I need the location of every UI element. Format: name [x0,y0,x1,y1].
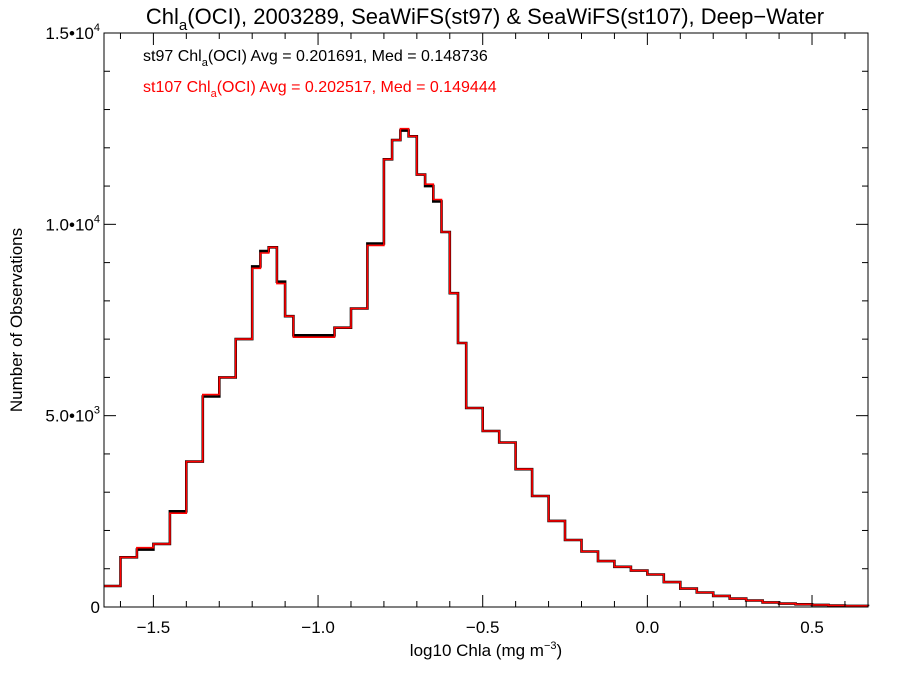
x-tick-label: −0.5 [466,618,500,637]
x-tick-label: −1.0 [301,618,335,637]
x-tick-label: 0.5 [800,618,824,637]
legend-entry-st97: st97 Chla(OCI) Avg = 0.201691, Med = 0.1… [143,48,488,69]
series-layer [104,127,870,608]
y-tick-label: 1.5•104 [45,22,100,43]
legend-entry-st107: st107 Chla(OCI) Avg = 0.202517, Med = 0.… [143,79,497,100]
x-tick-label: 0.0 [636,618,660,637]
series-line-st97 [104,129,870,608]
legend: st97 Chla(OCI) Avg = 0.201691, Med = 0.1… [143,48,497,100]
y-tick-label: 0 [91,598,100,617]
y-axis-label: Number of Observations [7,228,26,412]
y-tick-label: 1.0•104 [45,213,100,234]
x-axis-label: log10 Chla (mg m−3) [410,640,562,660]
chart-title: Chla(OCI), 2003289, SeaWiFS(st97) & SeaW… [146,4,824,34]
y-tick-label: 5.0•103 [45,405,100,426]
plot-frame [103,32,869,608]
axes-layer: −1.5 −1.0 −0.5 0.0 0.5 0 5.0•103 1.0•104 1.5•104 [45,22,869,637]
series-line-st107 [104,127,869,607]
x-tick-label: −1.5 [137,618,171,637]
